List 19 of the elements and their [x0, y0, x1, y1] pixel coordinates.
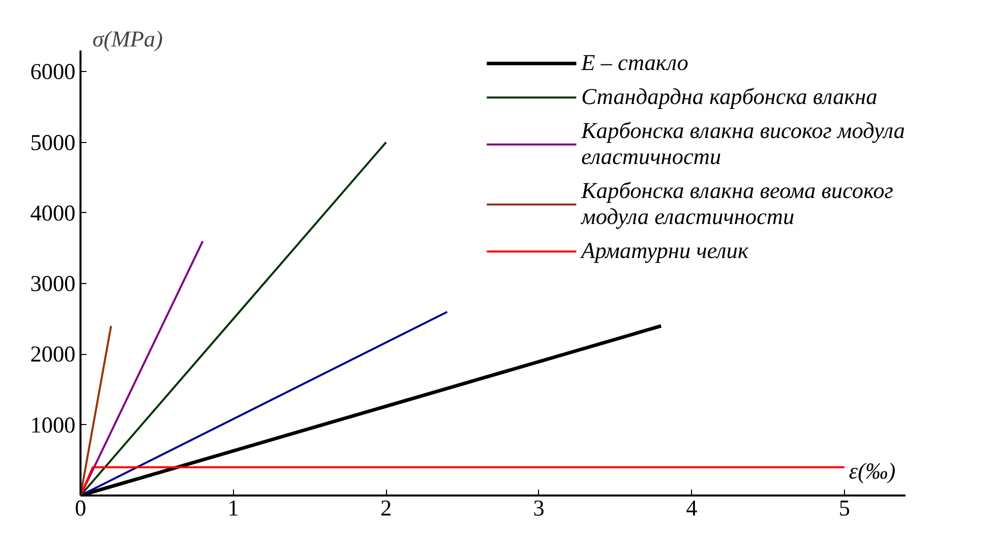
- y-tick-label: 5000: [30, 130, 76, 155]
- x-tick-label: 2: [380, 496, 392, 520]
- x-tick-label: 0: [74, 496, 86, 520]
- x-tick-label: 5: [838, 496, 850, 520]
- x-tick-label: 1: [228, 496, 239, 520]
- y-axis-title: σ(MPa): [92, 26, 163, 52]
- legend-label: E – стакло: [581, 50, 688, 76]
- y-tick-label: 4000: [30, 200, 76, 226]
- y-tick-label: 6000: [30, 59, 76, 84]
- legend-label: Стандардна карбонска влакна: [581, 84, 878, 110]
- x-tick-label: 4: [686, 496, 698, 520]
- y-tick-label: 1000: [30, 412, 76, 438]
- y-tick-label: 2000: [30, 342, 76, 367]
- y-tick-label: 3000: [30, 271, 76, 296]
- x-axis-title: ε(‰): [848, 458, 896, 484]
- x-tick-label: 3: [533, 496, 544, 520]
- legend-label: Карбонска влакна високог модула еластичности: [581, 118, 905, 170]
- legend-label: Карбонска влакна веома високог модула еластичности: [581, 178, 894, 230]
- legend-label: Арматурни челик: [581, 238, 748, 264]
